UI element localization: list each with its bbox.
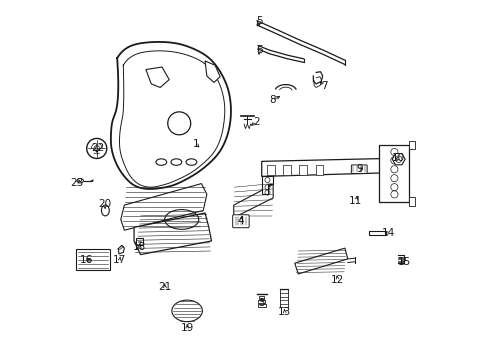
Text: 22: 22 [91,143,104,153]
Text: 23: 23 [70,178,83,188]
FancyBboxPatch shape [315,165,323,175]
Text: 16: 16 [79,255,92,265]
Text: 6: 6 [256,45,263,55]
Text: 3: 3 [258,298,264,308]
Text: 19: 19 [180,323,193,333]
FancyBboxPatch shape [266,165,274,175]
FancyBboxPatch shape [258,300,264,303]
Text: 17: 17 [113,255,126,265]
FancyBboxPatch shape [299,165,306,175]
FancyBboxPatch shape [351,165,366,174]
Text: 15: 15 [397,257,410,267]
FancyBboxPatch shape [76,249,110,270]
FancyBboxPatch shape [259,296,264,299]
Text: 10: 10 [391,153,405,163]
Polygon shape [391,154,405,165]
Polygon shape [145,67,169,87]
FancyBboxPatch shape [408,140,414,149]
FancyBboxPatch shape [257,304,265,307]
Text: 18: 18 [133,242,146,252]
Text: 5: 5 [256,17,263,27]
Text: 14: 14 [381,228,394,238]
Text: 11: 11 [348,196,362,206]
FancyBboxPatch shape [136,238,142,245]
Text: iQ: iQ [86,257,92,262]
FancyBboxPatch shape [283,165,290,175]
Text: 4: 4 [237,216,244,226]
Text: 13: 13 [278,307,291,317]
FancyBboxPatch shape [408,197,414,206]
Text: 21: 21 [158,282,171,292]
Polygon shape [368,231,386,234]
Polygon shape [134,213,211,255]
Polygon shape [204,61,220,82]
Polygon shape [378,145,408,202]
Polygon shape [294,248,347,274]
Text: 12: 12 [330,275,344,285]
Polygon shape [121,184,206,230]
Text: 9: 9 [355,164,362,174]
Text: 8: 8 [268,95,275,105]
Ellipse shape [171,300,202,321]
Polygon shape [233,184,273,218]
Text: 2: 2 [253,117,260,127]
Text: 20: 20 [98,199,111,210]
FancyBboxPatch shape [232,215,249,228]
Polygon shape [261,176,273,194]
Text: 1: 1 [192,139,199,149]
Circle shape [86,138,106,158]
Polygon shape [261,158,386,176]
Text: 7: 7 [320,81,327,91]
